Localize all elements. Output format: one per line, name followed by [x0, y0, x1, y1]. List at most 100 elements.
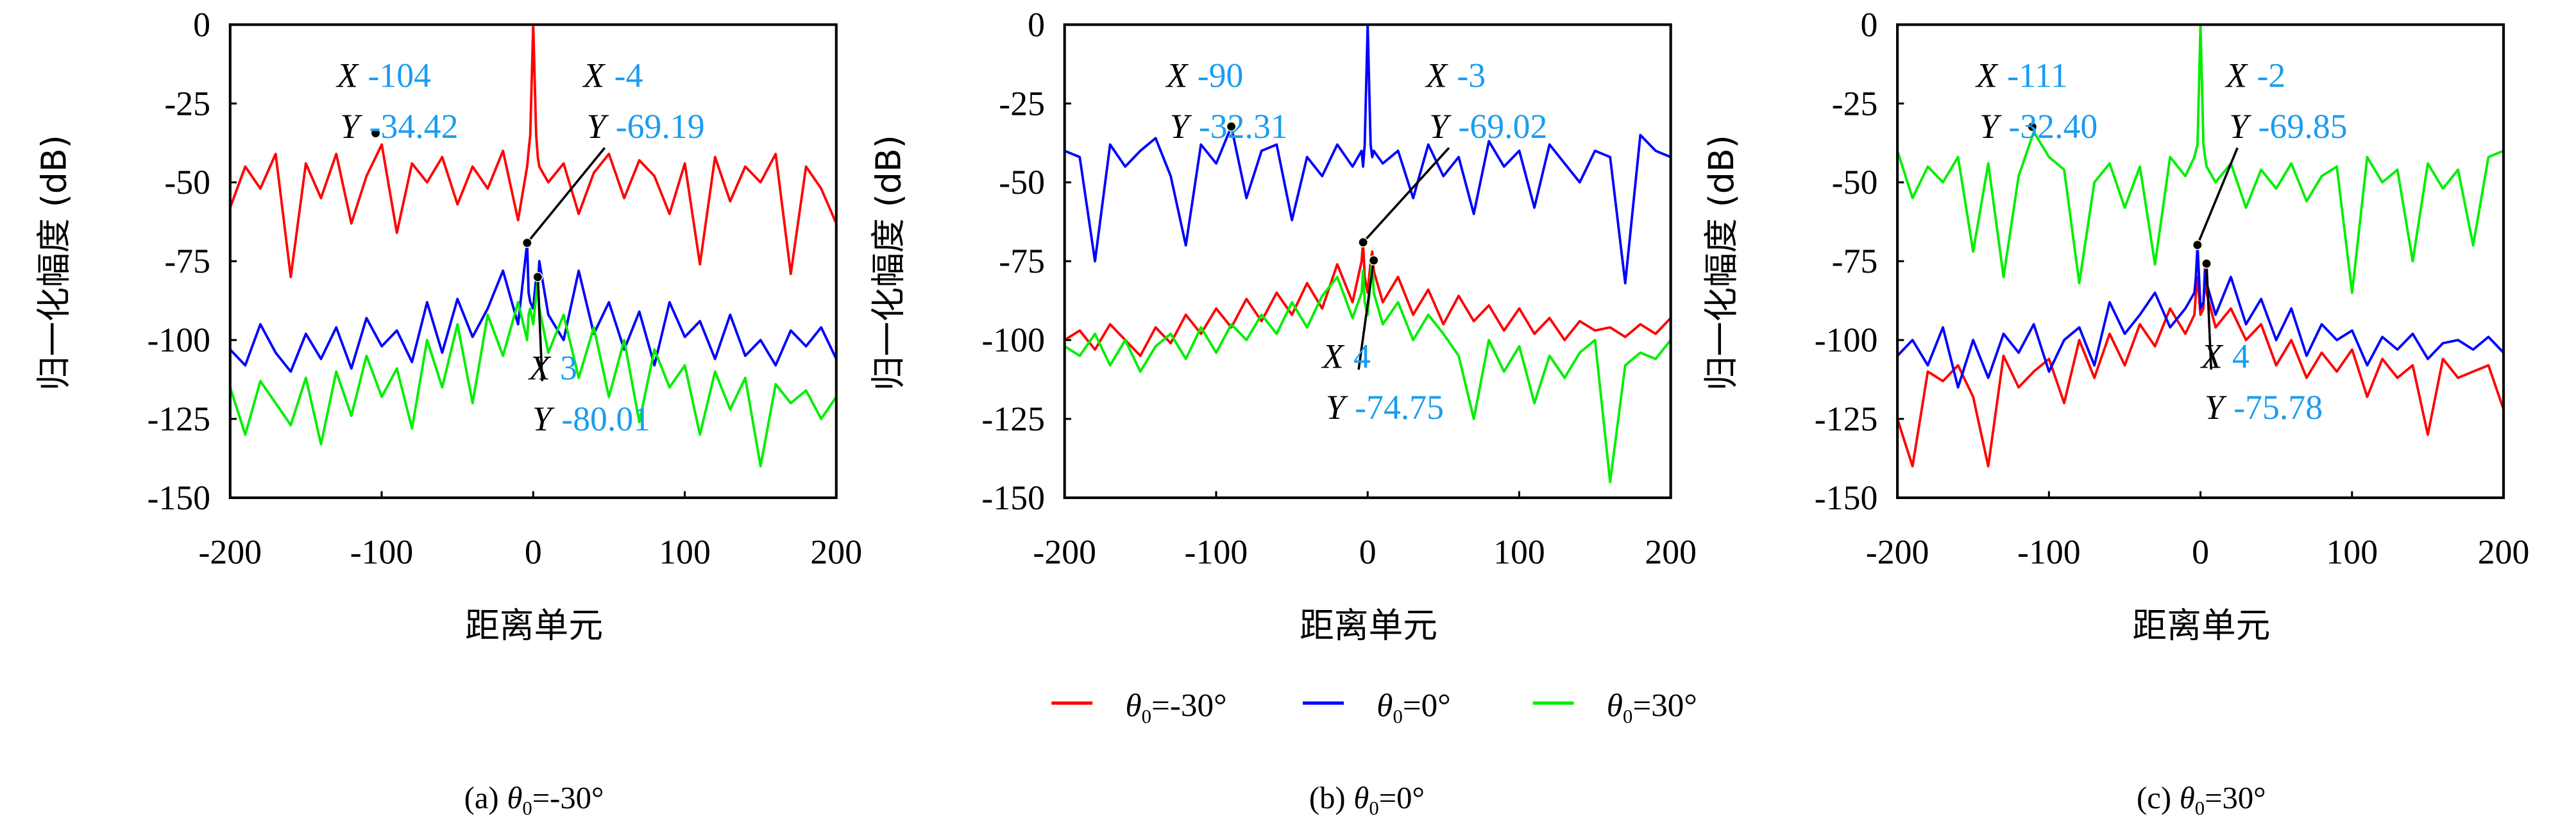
- caption-theta: θ: [507, 781, 522, 815]
- y-tick-label: -25: [999, 84, 1045, 123]
- annotation-x-value: -90: [1198, 56, 1244, 95]
- annotation-x-key: X: [1425, 56, 1448, 95]
- annotation-leader-line: [1357, 260, 1375, 370]
- annotation-leader-line: [2196, 147, 2239, 246]
- annotation-marker: [1358, 237, 1369, 248]
- annotation-y-line: Y -75.78: [2205, 388, 2323, 427]
- annotation-x-line: X -90: [1165, 56, 1243, 95]
- annotation-y-line: Y -34.42: [340, 107, 458, 146]
- annotation-y-line: Y -32.31: [1170, 107, 1288, 146]
- panel-caption: (c) θ0=30°: [2137, 781, 2266, 819]
- y-tick-label: -75: [164, 242, 210, 280]
- legend: θ0=-30° θ0=0° θ0=30°: [1051, 688, 1697, 727]
- plot-frame: [1063, 23, 1672, 499]
- y-tick-label: -25: [164, 84, 210, 123]
- x-tick-label: -100: [2017, 532, 2081, 571]
- annotation-x-key: X: [582, 56, 606, 95]
- annotation-leader-line: [1362, 147, 1450, 243]
- annotation-y-value: -69.19: [616, 107, 705, 146]
- annotation-leader-line: [536, 276, 544, 382]
- annotation-y-line: Y -69.02: [1429, 107, 1547, 146]
- annotation-x-key: X: [528, 349, 552, 387]
- annotation-x-line: X -2: [2224, 56, 2285, 95]
- x-tick-label: -200: [1866, 532, 1929, 571]
- annotation-x-key: X: [2200, 337, 2224, 376]
- caption-theta: θ: [2180, 781, 2195, 815]
- annotation-y-key: Y: [1170, 107, 1192, 146]
- annotation-marker: [521, 237, 532, 248]
- annotation-y-key: Y: [2229, 107, 2251, 146]
- legend-item-red: θ0=-30°: [1051, 688, 1227, 727]
- annotation-y-value: -80.01: [561, 400, 650, 438]
- annotation-marker: [532, 271, 543, 282]
- caption-value: =-30°: [532, 781, 604, 815]
- annotation-x-line: X -104: [335, 56, 431, 95]
- annotation-x-value: 4: [1353, 337, 1371, 376]
- series-line-blue: [230, 241, 836, 373]
- caption-subscript: 0: [1369, 797, 1378, 819]
- x-axis-label: 距离单元: [465, 606, 603, 646]
- annotation-x-line: X -111: [1975, 56, 2068, 95]
- annotation-x-line: X -3: [1425, 56, 1486, 95]
- annotation-x-value: -3: [1457, 56, 1486, 95]
- x-tick-label: 100: [2326, 532, 2378, 571]
- y-tick-label: -100: [148, 321, 211, 359]
- legend-item-green: θ0=30°: [1532, 688, 1697, 727]
- series-line-blue: [1897, 243, 2504, 389]
- legend-label: θ0=0°: [1377, 688, 1450, 727]
- y-tick-label: -150: [1815, 479, 1878, 517]
- annotation-marker: [2201, 259, 2212, 269]
- x-tick-label: 0: [2192, 532, 2209, 571]
- x-tick-label: -200: [1033, 532, 1096, 571]
- annotation-marker: [2192, 239, 2203, 250]
- caption-value: =0°: [1379, 781, 1425, 815]
- annotation-x-key: X: [1165, 56, 1189, 95]
- legend-value: =0°: [1403, 688, 1451, 724]
- annotation-marker: [1368, 255, 1379, 266]
- y-tick-label: -50: [999, 163, 1045, 201]
- annotation-y-line: Y -32.40: [1979, 107, 2097, 146]
- annotation-x-value: 3: [560, 349, 577, 387]
- annotation-x-value: -4: [614, 56, 643, 95]
- annotation-x-key: X: [2224, 56, 2248, 95]
- chart-panel-c: 0 -25 -50 -75 -100 -125 -150 -200 -100 0 100 200 距离单…: [1701, 5, 2529, 819]
- x-axis-label: 距离单元: [2132, 606, 2270, 646]
- legend-theta: θ: [1377, 688, 1393, 724]
- annotation-y-key: Y: [587, 107, 609, 146]
- x-tick-label: 200: [2478, 532, 2530, 571]
- annotation-x-value: -104: [368, 56, 431, 95]
- panel-caption: (a) θ0=-30°: [464, 781, 604, 819]
- annotation-x-key: X: [335, 56, 359, 95]
- y-tick-label: -50: [164, 163, 210, 201]
- panel-caption: (b) θ0=0°: [1309, 781, 1425, 819]
- annotation-leader-line: [526, 147, 606, 244]
- annotation-marker: [2027, 121, 2038, 132]
- y-tick-label: -125: [981, 400, 1045, 438]
- x-tick-label: -100: [1185, 532, 1248, 571]
- annotation-x-value: 4: [2232, 337, 2250, 376]
- y-tick-label: -50: [1832, 163, 1878, 201]
- annotation-y-value: -69.85: [2258, 107, 2348, 146]
- series-line-red: [1064, 241, 1671, 357]
- legend-label: θ0=-30°: [1125, 688, 1226, 727]
- annotation-marker: [370, 128, 381, 139]
- legend-item-blue: θ0=0°: [1303, 688, 1451, 727]
- annotation-x-key: X: [1321, 337, 1345, 376]
- annotation-x-key: X: [1975, 56, 1999, 95]
- legend-subscript: 0: [1393, 706, 1402, 727]
- annotation-y-line: Y -74.75: [1326, 388, 1444, 427]
- caption-prefix: (c): [2137, 781, 2171, 815]
- y-tick-label: -150: [148, 479, 211, 517]
- x-tick-label: 200: [1645, 532, 1697, 571]
- series-line-green: [230, 275, 836, 468]
- y-tick-label: -125: [1815, 400, 1878, 438]
- series-line-red: [1897, 262, 2504, 468]
- y-tick-label: 0: [1860, 5, 1877, 44]
- caption-prefix: (b): [1309, 781, 1346, 815]
- annotation-x-value: -111: [2007, 56, 2068, 95]
- chart-panel-a: 0 -25 -50 -75 -100 -125 -150 -200 -100 0 100 200 距离单…: [34, 5, 862, 819]
- legend-theta: θ: [1607, 688, 1623, 724]
